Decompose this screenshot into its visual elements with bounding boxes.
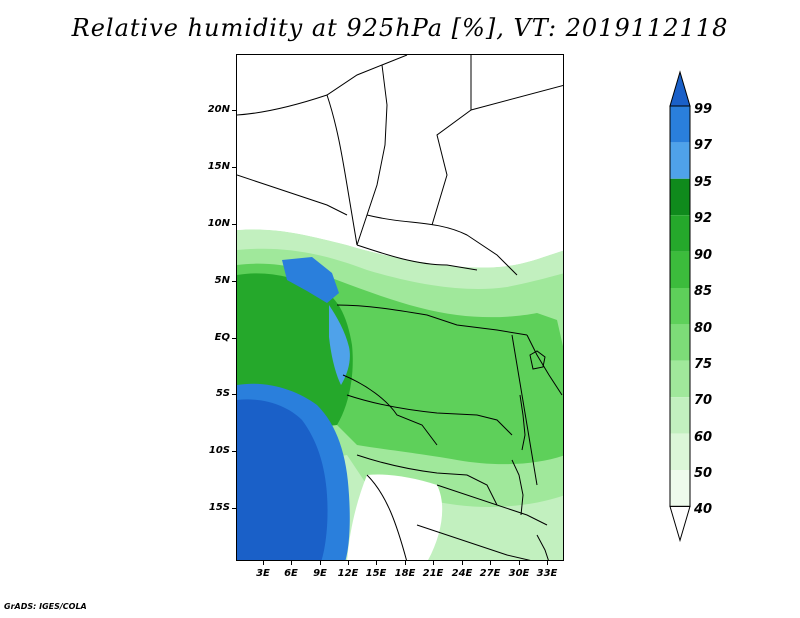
lat-tick — [232, 508, 236, 509]
lat-label-5n: 5N — [214, 275, 230, 286]
country-borders — [237, 55, 563, 560]
lat-label-15s: 15S — [208, 502, 230, 513]
colorbar — [669, 70, 691, 543]
lat-tick — [232, 451, 236, 452]
map-title: Relative humidity at 925hPa [%], VT: 201… — [71, 14, 729, 42]
lon-tick — [348, 561, 349, 565]
colorbar-label-90: 90 — [694, 248, 713, 263]
lon-tick — [405, 561, 406, 565]
lon-label-33e: 33E — [536, 568, 558, 579]
lon-tick — [376, 561, 377, 565]
lon-label-3e: 3E — [256, 568, 270, 579]
humidity-band-95-gulf — [282, 257, 339, 303]
lat-label-10n: 10N — [207, 218, 230, 229]
lon-tick — [547, 561, 548, 565]
lat-tick — [232, 224, 236, 225]
lon-label-27e: 27E — [479, 568, 501, 579]
dry-region-south — [347, 474, 443, 560]
lon-tick — [490, 561, 491, 565]
lon-tick — [433, 561, 434, 565]
colorbar-bin-50 — [670, 433, 690, 470]
colorbar-label-92: 92 — [694, 211, 713, 226]
colorbar-bin-92 — [670, 178, 690, 216]
lat-tick — [232, 110, 236, 111]
lon-tick — [320, 561, 321, 565]
colorbar-label-50: 50 — [694, 466, 713, 481]
lon-tick — [519, 561, 520, 565]
colorbar-label-97: 97 — [694, 138, 713, 153]
colorbar-bin-80 — [670, 288, 690, 325]
lat-tick — [232, 281, 236, 282]
colorbar-outline — [669, 105, 691, 507]
lon-label-9e: 9E — [313, 568, 327, 579]
colorbar-bin-95 — [670, 142, 690, 179]
humidity-band-95-gabon — [329, 305, 350, 385]
dry-region-north — [237, 55, 563, 268]
humidity-band-99-west — [237, 399, 328, 560]
lon-tick — [263, 561, 264, 565]
colorbar-bin-70 — [670, 360, 690, 398]
colorbar-bin-85 — [670, 251, 690, 288]
colorbar-bin-40 — [670, 470, 690, 507]
lat-label-10s: 10S — [208, 445, 230, 456]
lon-label-24e: 24E — [451, 568, 473, 579]
map-canvas — [237, 55, 563, 560]
colorbar-label-70: 70 — [694, 393, 713, 408]
lon-label-6e: 6E — [284, 568, 298, 579]
colorbar-bin-60 — [670, 397, 690, 434]
lat-label-eq: EQ — [214, 332, 230, 343]
lon-tick — [291, 561, 292, 565]
lon-label-12e: 12E — [337, 568, 359, 579]
lon-label-21e: 21E — [422, 568, 444, 579]
lat-label-5s: 5S — [215, 388, 230, 399]
lon-label-15e: 15E — [365, 568, 387, 579]
lon-label-30e: 30E — [508, 568, 530, 579]
humidity-map — [236, 54, 564, 561]
colorbar-label-75: 75 — [694, 357, 713, 372]
colorbar-label-40: 40 — [694, 502, 713, 517]
colorbar-arrow-top — [669, 70, 691, 107]
lat-tick — [232, 394, 236, 395]
colorbar-arrow-bottom — [669, 505, 691, 543]
lon-tick — [462, 561, 463, 565]
colorbar-bin-97 — [670, 106, 690, 143]
colorbar-bin-75 — [670, 324, 690, 361]
colorbar-bin-90 — [670, 215, 690, 252]
colorbar-label-99: 99 — [694, 102, 713, 117]
lat-tick — [232, 167, 236, 168]
colorbar-label-80: 80 — [694, 321, 713, 336]
colorbar-label-95: 95 — [694, 175, 713, 190]
grads-credit: GrADS: IGES/COLA — [4, 602, 87, 611]
lon-label-18e: 18E — [394, 568, 416, 579]
colorbar-label-60: 60 — [694, 430, 713, 445]
lake-outlines — [511, 350, 549, 560]
lat-label-20n: 20N — [207, 104, 230, 115]
colorbar-label-85: 85 — [694, 284, 713, 299]
lat-label-15n: 15N — [207, 161, 230, 172]
lat-tick — [232, 338, 236, 339]
